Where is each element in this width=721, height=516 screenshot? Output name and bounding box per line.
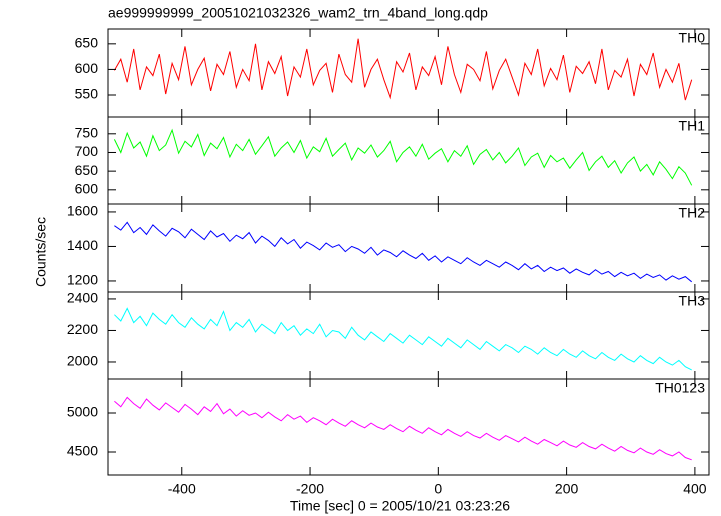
panel-frame: [107, 116, 710, 205]
y-tick-label: 700: [75, 143, 99, 159]
y-tick-label: 5000: [67, 404, 98, 420]
y-tick-label: 1400: [67, 237, 98, 253]
x-tick-label: -200: [296, 481, 324, 497]
panel-label: TH2: [679, 205, 706, 221]
x-tick-label: 200: [555, 481, 579, 497]
data-line: [114, 307, 692, 371]
y-tick-label: 600: [75, 60, 99, 76]
data-line: [113, 38, 693, 101]
y-tick-label: 650: [75, 35, 99, 51]
panel-label: TH1: [679, 118, 706, 134]
panel-frame: [107, 378, 710, 476]
panel-label: TH0: [679, 30, 706, 46]
data-line: [113, 128, 693, 186]
panel-label: TH3: [679, 293, 706, 309]
y-tick-label: 4500: [67, 443, 98, 459]
y-tick-label: 1200: [67, 272, 98, 288]
y-tick-label: 650: [75, 162, 99, 178]
y-tick-label: 2200: [67, 321, 98, 337]
x-tick-label: 400: [683, 481, 707, 497]
y-tick-label: 2400: [67, 290, 98, 306]
y-axis-label: Counts/sec: [33, 217, 49, 287]
y-tick-label: 550: [75, 86, 99, 102]
x-axis-label: Time [sec] 0 = 2005/10/21 03:23:26: [290, 498, 510, 514]
y-tick-label: 750: [75, 125, 99, 141]
panel-frame: [107, 203, 710, 293]
panel-label: TH0123: [655, 380, 705, 396]
y-tick-label: 600: [75, 181, 99, 197]
data-line: [114, 221, 693, 283]
x-tick-label: 0: [434, 481, 442, 497]
panel-frame: [107, 28, 710, 118]
chart-title: ae999999999_20051021032326_wam2_trn_4ban…: [108, 5, 488, 21]
panel-frame: [107, 291, 710, 380]
data-line: [114, 396, 692, 461]
y-tick-label: 1600: [67, 203, 98, 219]
y-tick-label: 2000: [67, 353, 98, 369]
x-tick-label: -400: [168, 481, 196, 497]
